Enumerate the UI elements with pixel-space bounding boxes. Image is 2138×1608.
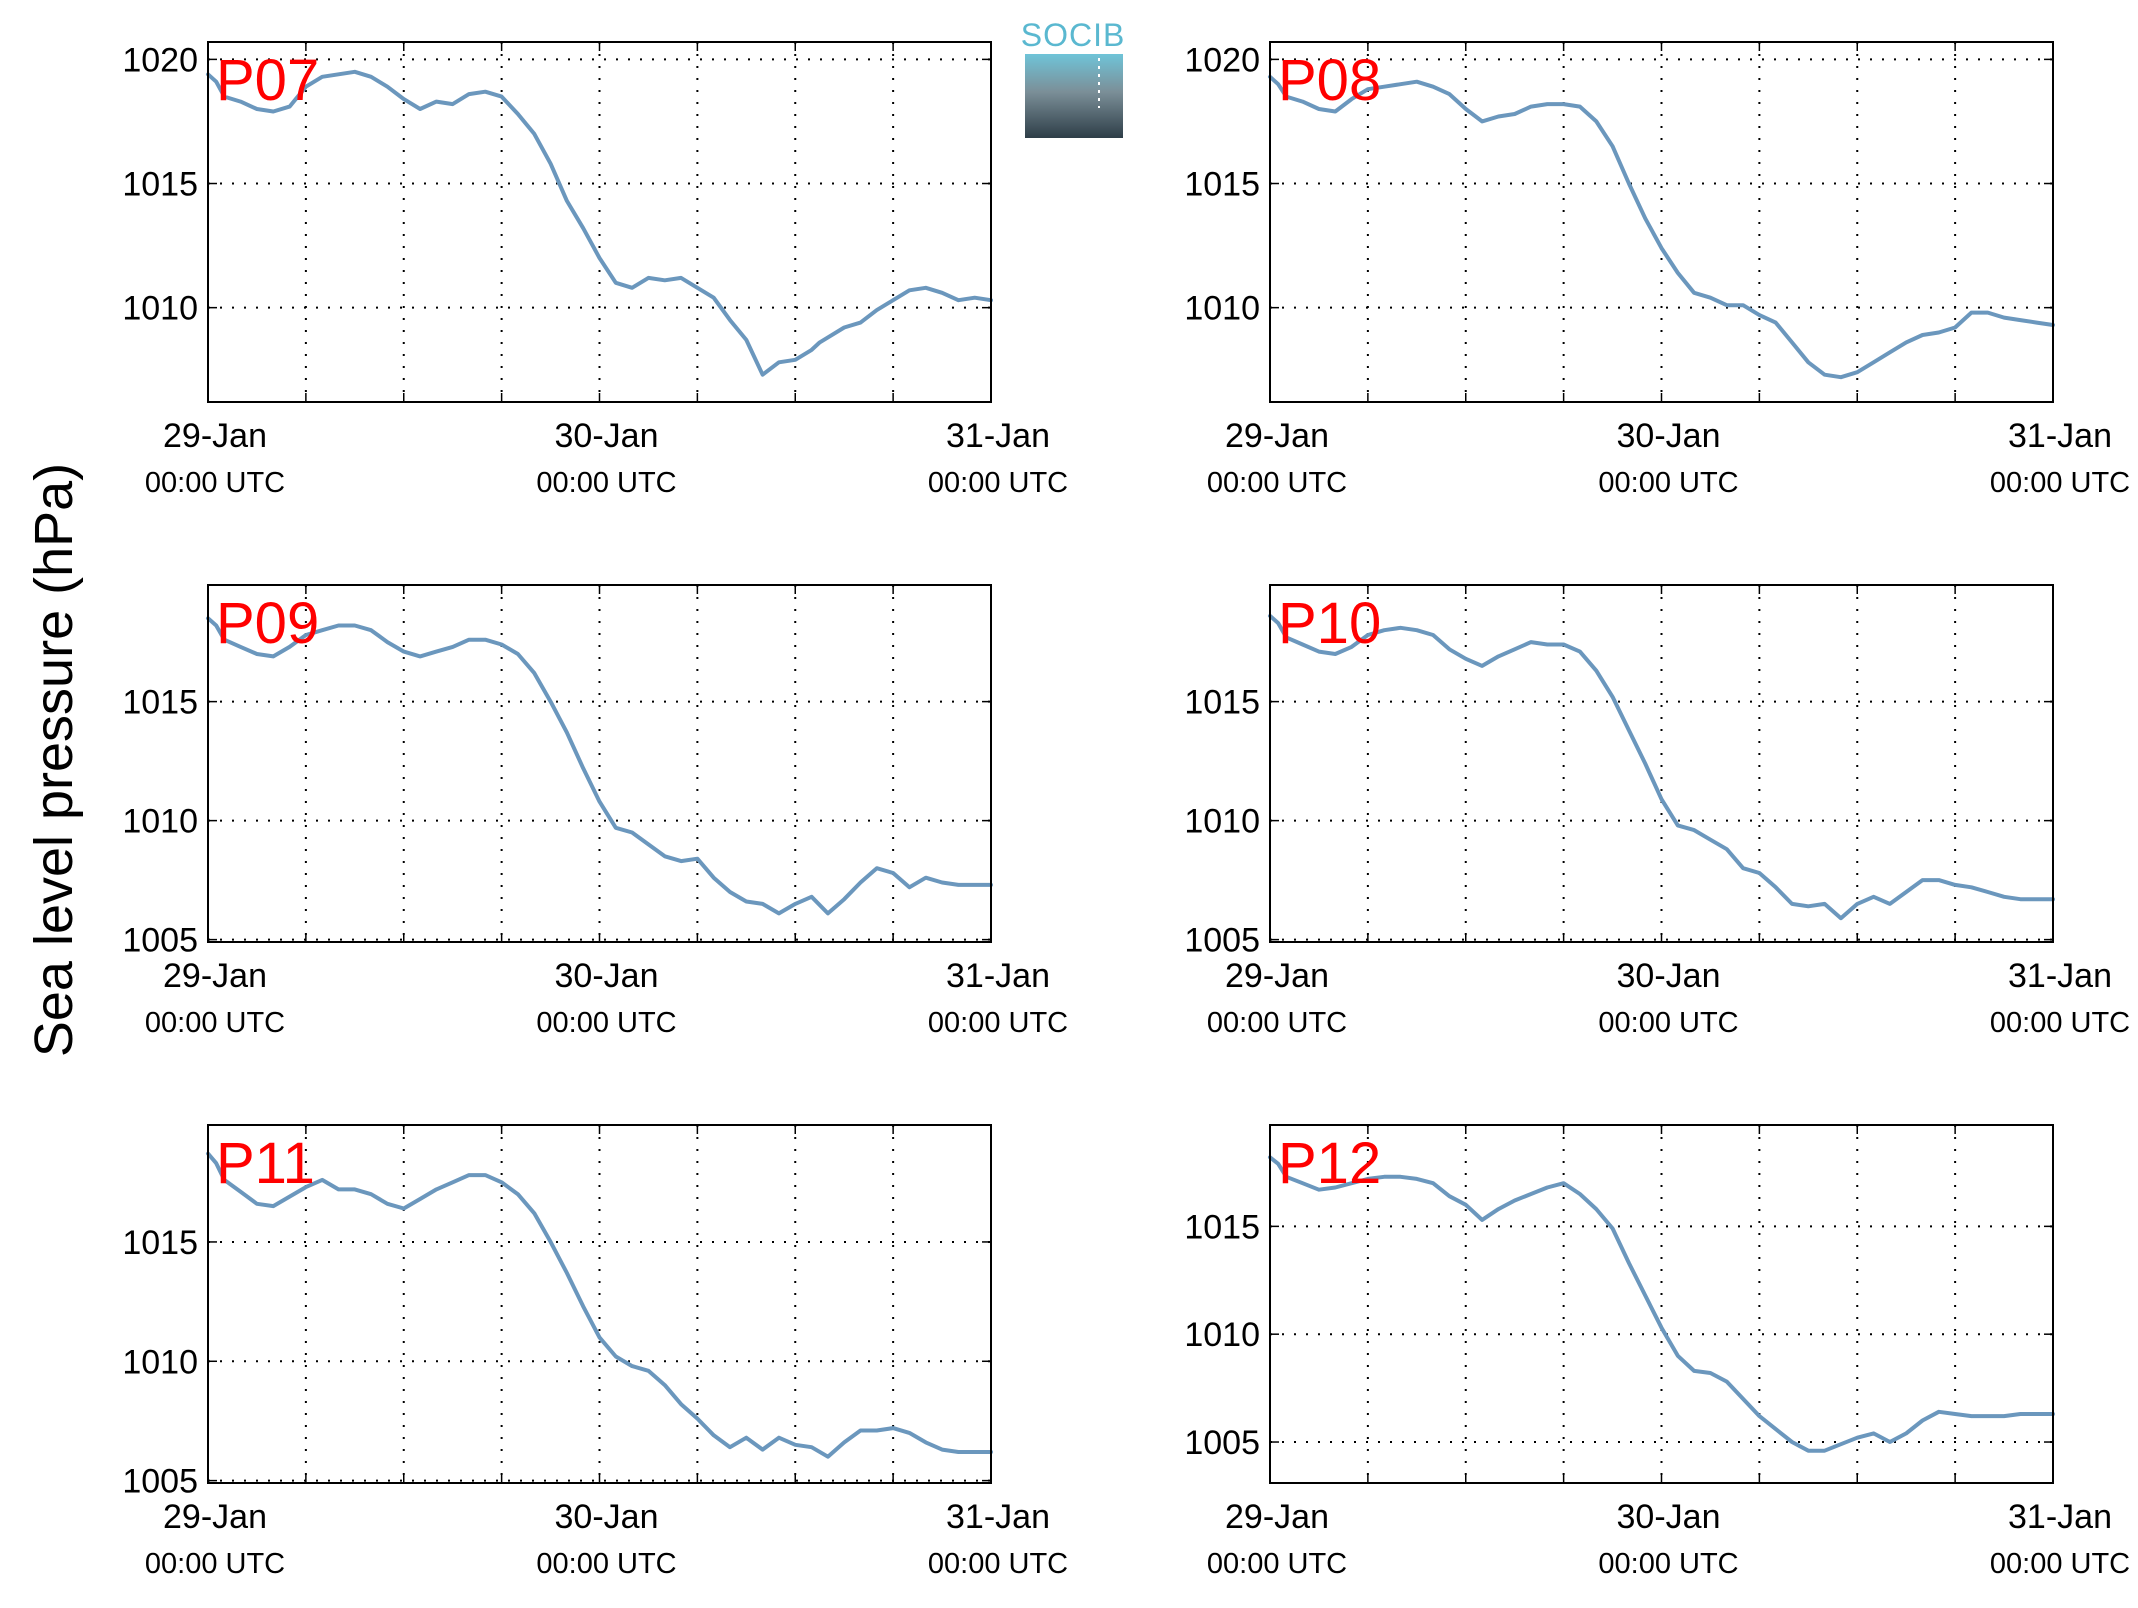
series-line bbox=[1268, 74, 2055, 380]
y-tick-label: 1015 bbox=[1184, 166, 1260, 204]
x-tick-label-time: 00:00 UTC bbox=[145, 467, 285, 499]
series-line bbox=[1268, 1155, 2055, 1453]
panel-p12: 1005 1010 1015 P12 29-Jan 00:00 UTC 30-Jan 00:0… bbox=[1184, 1124, 2130, 1580]
x-tick-label-day: 31-Jan bbox=[2008, 957, 2112, 995]
series-line bbox=[206, 69, 993, 377]
x-tick-label-day: 31-Jan bbox=[2008, 417, 2112, 455]
y-tick-label: 1010 bbox=[1184, 803, 1260, 841]
series-line bbox=[1268, 613, 2055, 921]
x-tick-label-day: 30-Jan bbox=[555, 1498, 659, 1536]
series-line bbox=[206, 1151, 993, 1459]
x-tick-label-time: 00:00 UTC bbox=[145, 1007, 285, 1039]
x-tick-label-time: 00:00 UTC bbox=[1990, 1548, 2130, 1580]
x-tick-label-time: 00:00 UTC bbox=[536, 1548, 676, 1580]
x-tick-label-day: 31-Jan bbox=[946, 1498, 1050, 1536]
y-tick-label: 1005 bbox=[1184, 922, 1260, 960]
x-tick-label-day: 31-Jan bbox=[946, 417, 1050, 455]
series-line bbox=[206, 616, 993, 916]
x-tick-label-day: 29-Jan bbox=[1225, 1498, 1329, 1536]
x-tick-label-time: 00:00 UTC bbox=[928, 1007, 1068, 1039]
panel-label: P08 bbox=[1278, 48, 1381, 113]
axes-frame bbox=[1269, 41, 2054, 403]
axes-frame bbox=[207, 1124, 992, 1484]
x-tick-label-day: 29-Jan bbox=[163, 1498, 267, 1536]
panel-label: P11 bbox=[216, 1131, 315, 1196]
x-tick-label-day: 29-Jan bbox=[163, 957, 267, 995]
x-tick-label-time: 00:00 UTC bbox=[145, 1548, 285, 1580]
panel-p09: 1005 1010 1015 P09 29-Jan 00:00 UTC 30-Jan 00:0… bbox=[122, 584, 1068, 1039]
x-tick-label-day: 29-Jan bbox=[1225, 957, 1329, 995]
y-tick-label: 1010 bbox=[1184, 1316, 1260, 1354]
y-tick-label: 1005 bbox=[122, 1463, 198, 1501]
socib-logo: SOCIB bbox=[1021, 17, 1126, 138]
x-tick-label-day: 30-Jan bbox=[1617, 1498, 1721, 1536]
x-tick-label-day: 31-Jan bbox=[946, 957, 1050, 995]
x-tick-label-time: 00:00 UTC bbox=[536, 467, 676, 499]
x-tick-label-day: 30-Jan bbox=[1617, 417, 1721, 455]
panel-label: P07 bbox=[216, 48, 319, 113]
panel-label: P10 bbox=[1278, 591, 1381, 656]
y-tick-label: 1010 bbox=[122, 1343, 198, 1381]
panel-label: P12 bbox=[1278, 1131, 1381, 1196]
y-tick-label: 1015 bbox=[122, 684, 198, 722]
x-tick-label-time: 00:00 UTC bbox=[1990, 1007, 2130, 1039]
x-tick-label-day: 30-Jan bbox=[1617, 957, 1721, 995]
axes-frame bbox=[207, 584, 992, 943]
logo-mark bbox=[1025, 54, 1123, 138]
x-tick-label-time: 00:00 UTC bbox=[1598, 467, 1738, 499]
y-tick-label: 1015 bbox=[1184, 1208, 1260, 1246]
y-tick-label: 1015 bbox=[122, 1224, 198, 1262]
x-tick-label-time: 00:00 UTC bbox=[928, 1548, 1068, 1580]
y-tick-label: 1015 bbox=[1184, 684, 1260, 722]
x-tick-label-time: 00:00 UTC bbox=[1207, 1007, 1347, 1039]
y-axis-label: Sea level pressure (hPa) bbox=[24, 463, 84, 1057]
axes-frame bbox=[1269, 1124, 2054, 1484]
x-tick-label-time: 00:00 UTC bbox=[1598, 1548, 1738, 1580]
panel-p11: 1005 1010 1015 P11 29-Jan 00:00 UTC 30-Jan 00:0… bbox=[122, 1124, 1068, 1580]
axes-frame bbox=[207, 41, 992, 403]
y-tick-label: 1010 bbox=[122, 803, 198, 841]
x-tick-label-time: 00:00 UTC bbox=[536, 1007, 676, 1039]
y-tick-label: 1005 bbox=[122, 922, 198, 960]
axes-frame bbox=[1269, 584, 2054, 943]
y-tick-label: 1010 bbox=[122, 290, 198, 328]
y-tick-label: 1020 bbox=[122, 41, 198, 79]
x-tick-label-day: 30-Jan bbox=[555, 957, 659, 995]
y-tick-label: 1020 bbox=[1184, 41, 1260, 79]
logo-text: SOCIB bbox=[1021, 17, 1126, 53]
x-tick-label-day: 29-Jan bbox=[1225, 417, 1329, 455]
y-tick-label: 1015 bbox=[122, 166, 198, 204]
x-tick-label-day: 30-Jan bbox=[555, 417, 659, 455]
x-tick-label-time: 00:00 UTC bbox=[1990, 467, 2130, 499]
panel-p07: 1010 1015 1020 P07 29-Jan 00:00 UTC 30-Jan 00:0… bbox=[122, 41, 1068, 499]
panel-label: P09 bbox=[216, 591, 319, 656]
chart-panels: 1010 1015 1020 P07 29-Jan 00:00 UTC 30-Jan 00:0… bbox=[122, 41, 2130, 1580]
x-tick-label-day: 29-Jan bbox=[163, 417, 267, 455]
x-tick-label-time: 00:00 UTC bbox=[1207, 467, 1347, 499]
x-tick-label-time: 00:00 UTC bbox=[1598, 1007, 1738, 1039]
panel-p10: 1005 1010 1015 P10 29-Jan 00:00 UTC 30-Jan 00:0… bbox=[1184, 584, 2130, 1039]
y-tick-label: 1005 bbox=[1184, 1424, 1260, 1462]
y-tick-label: 1010 bbox=[1184, 290, 1260, 328]
x-tick-label-time: 00:00 UTC bbox=[1207, 1548, 1347, 1580]
x-tick-label-day: 31-Jan bbox=[2008, 1498, 2112, 1536]
panel-p08: 1010 1015 1020 P08 29-Jan 00:00 UTC 30-Jan 00:0… bbox=[1184, 41, 2130, 499]
x-tick-label-time: 00:00 UTC bbox=[928, 467, 1068, 499]
